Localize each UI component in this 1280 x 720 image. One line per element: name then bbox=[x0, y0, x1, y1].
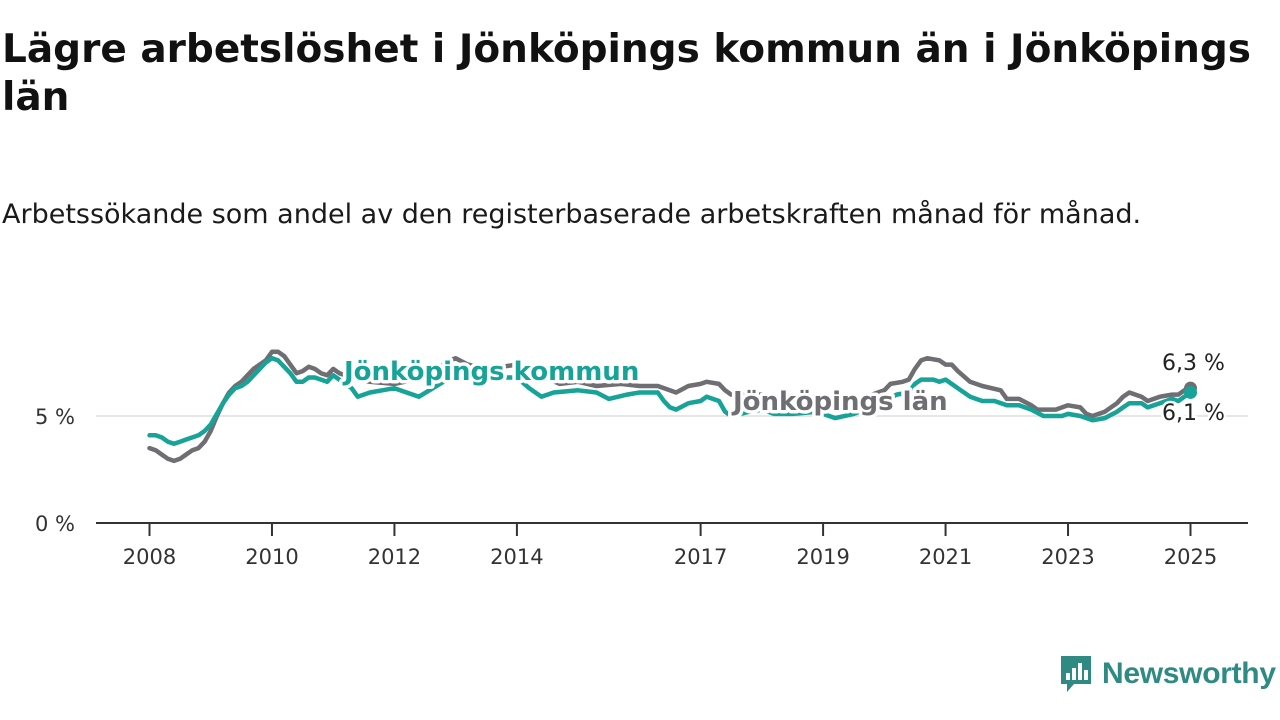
brand-name: Newsworthy bbox=[1102, 657, 1276, 690]
y-tick-label: 5 % bbox=[35, 405, 75, 429]
series-line-lan bbox=[147, 349, 1193, 464]
x-tick-label: 2008 bbox=[123, 545, 176, 569]
chart-title: Lägre arbetslöshet i Jönköpings kommun ä… bbox=[2, 27, 1251, 120]
chart-subtitle: Arbetssökande som andel av den registerb… bbox=[2, 199, 1142, 230]
series-end-point-kommun bbox=[1184, 385, 1197, 399]
x-tick-label: 2021 bbox=[919, 545, 972, 569]
series-line-kommun bbox=[147, 355, 1193, 447]
series-name-label-lan: Jönköpings län bbox=[731, 387, 948, 417]
x-tick-label: 2012 bbox=[368, 545, 421, 569]
x-tick-label: 2023 bbox=[1041, 545, 1094, 569]
x-tick-label: 2019 bbox=[796, 545, 849, 569]
x-tick-label: 2025 bbox=[1164, 545, 1217, 569]
newsworthy-logo-icon bbox=[1061, 656, 1091, 692]
x-tick-label: 2014 bbox=[490, 545, 543, 569]
series-name-label-kommun: Jönköpings kommun bbox=[342, 357, 639, 387]
x-tick-label: 2010 bbox=[245, 545, 298, 569]
y-tick-label: 0 % bbox=[35, 512, 75, 536]
series-end-label-lan: 6,3 % bbox=[1162, 351, 1225, 376]
label-layer: Jönköpings kommun Jönköpings län 6,3 % 6,1 … bbox=[339, 349, 1228, 429]
newsworthy-logo: Newsworthy bbox=[1058, 654, 1276, 694]
series-layer bbox=[147, 349, 1197, 464]
series-end-label-kommun: 6,1 % bbox=[1162, 401, 1225, 426]
x-tick-label: 2017 bbox=[674, 545, 727, 569]
axis-layer: 0 % 5 % 2008 2010 2012 2014 2017 2019 2021 2023 20… bbox=[35, 405, 1248, 569]
